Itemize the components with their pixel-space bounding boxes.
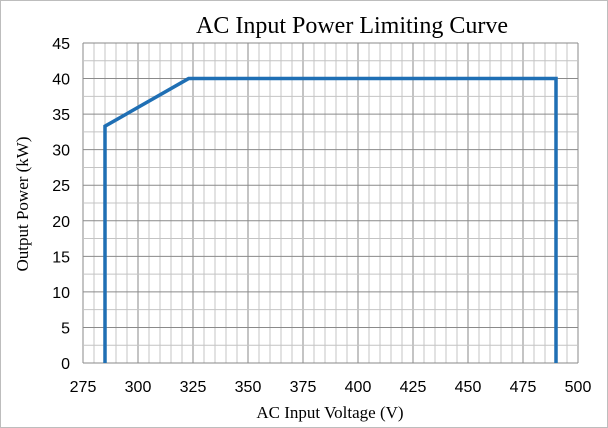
y-tick-label: 15 [52, 249, 70, 266]
series-line [103, 76, 558, 363]
x-tick-label: 400 [345, 379, 372, 396]
series [103, 76, 558, 363]
x-tick-label: 300 [125, 379, 152, 396]
grid [82, 42, 579, 364]
chart-title: AC Input Power Limiting Curve [196, 13, 508, 39]
y-tick-label: 45 [52, 36, 70, 53]
x-tick-label: 375 [290, 379, 317, 396]
y-tick-label: 0 [61, 356, 70, 373]
x-tick-label: 425 [400, 379, 427, 396]
x-axis-label: AC Input Voltage (V) [256, 403, 403, 422]
x-tick-label: 275 [70, 379, 97, 396]
y-tick-label: 30 [52, 143, 70, 160]
x-tick-label: 500 [565, 379, 592, 396]
y-axis-label: Output Power (kW) [13, 136, 32, 271]
y-tick-label: 20 [52, 214, 70, 231]
y-tick-label: 40 [52, 72, 70, 89]
x-tick-label: 350 [235, 379, 262, 396]
y-tick-label: 10 [52, 285, 70, 302]
x-tick-label: 475 [510, 379, 537, 396]
y-tick-label: 25 [52, 178, 70, 195]
y-tick-label: 5 [61, 320, 70, 337]
x-tick-label: 325 [180, 379, 207, 396]
x-tick-label: 450 [455, 379, 482, 396]
tick-labels: 275 300 325 350 375 400 425 450 475 500 0 5 10 15 20 25… [52, 36, 591, 396]
y-tick-label: 35 [52, 107, 70, 124]
